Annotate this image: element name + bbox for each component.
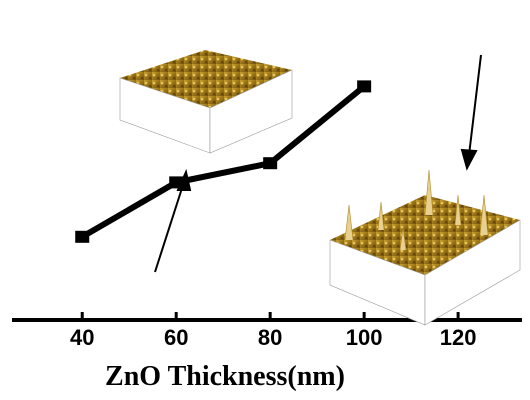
x-tick-label: 60	[164, 325, 188, 350]
afm-inset-top	[120, 50, 292, 153]
data-point	[263, 157, 277, 169]
x-tick-label: 100	[346, 325, 383, 350]
data-point	[75, 231, 89, 243]
chart: ZnO Thickness(nm) 40 60 80 100 120	[0, 0, 530, 400]
x-tick-label: 40	[70, 325, 94, 350]
afm-inset-right	[330, 170, 520, 325]
x-tick-label: 80	[258, 325, 282, 350]
x-tick-label: 120	[440, 325, 477, 350]
x-axis-label: ZnO Thickness(nm)	[105, 361, 345, 392]
data-point	[357, 80, 371, 92]
